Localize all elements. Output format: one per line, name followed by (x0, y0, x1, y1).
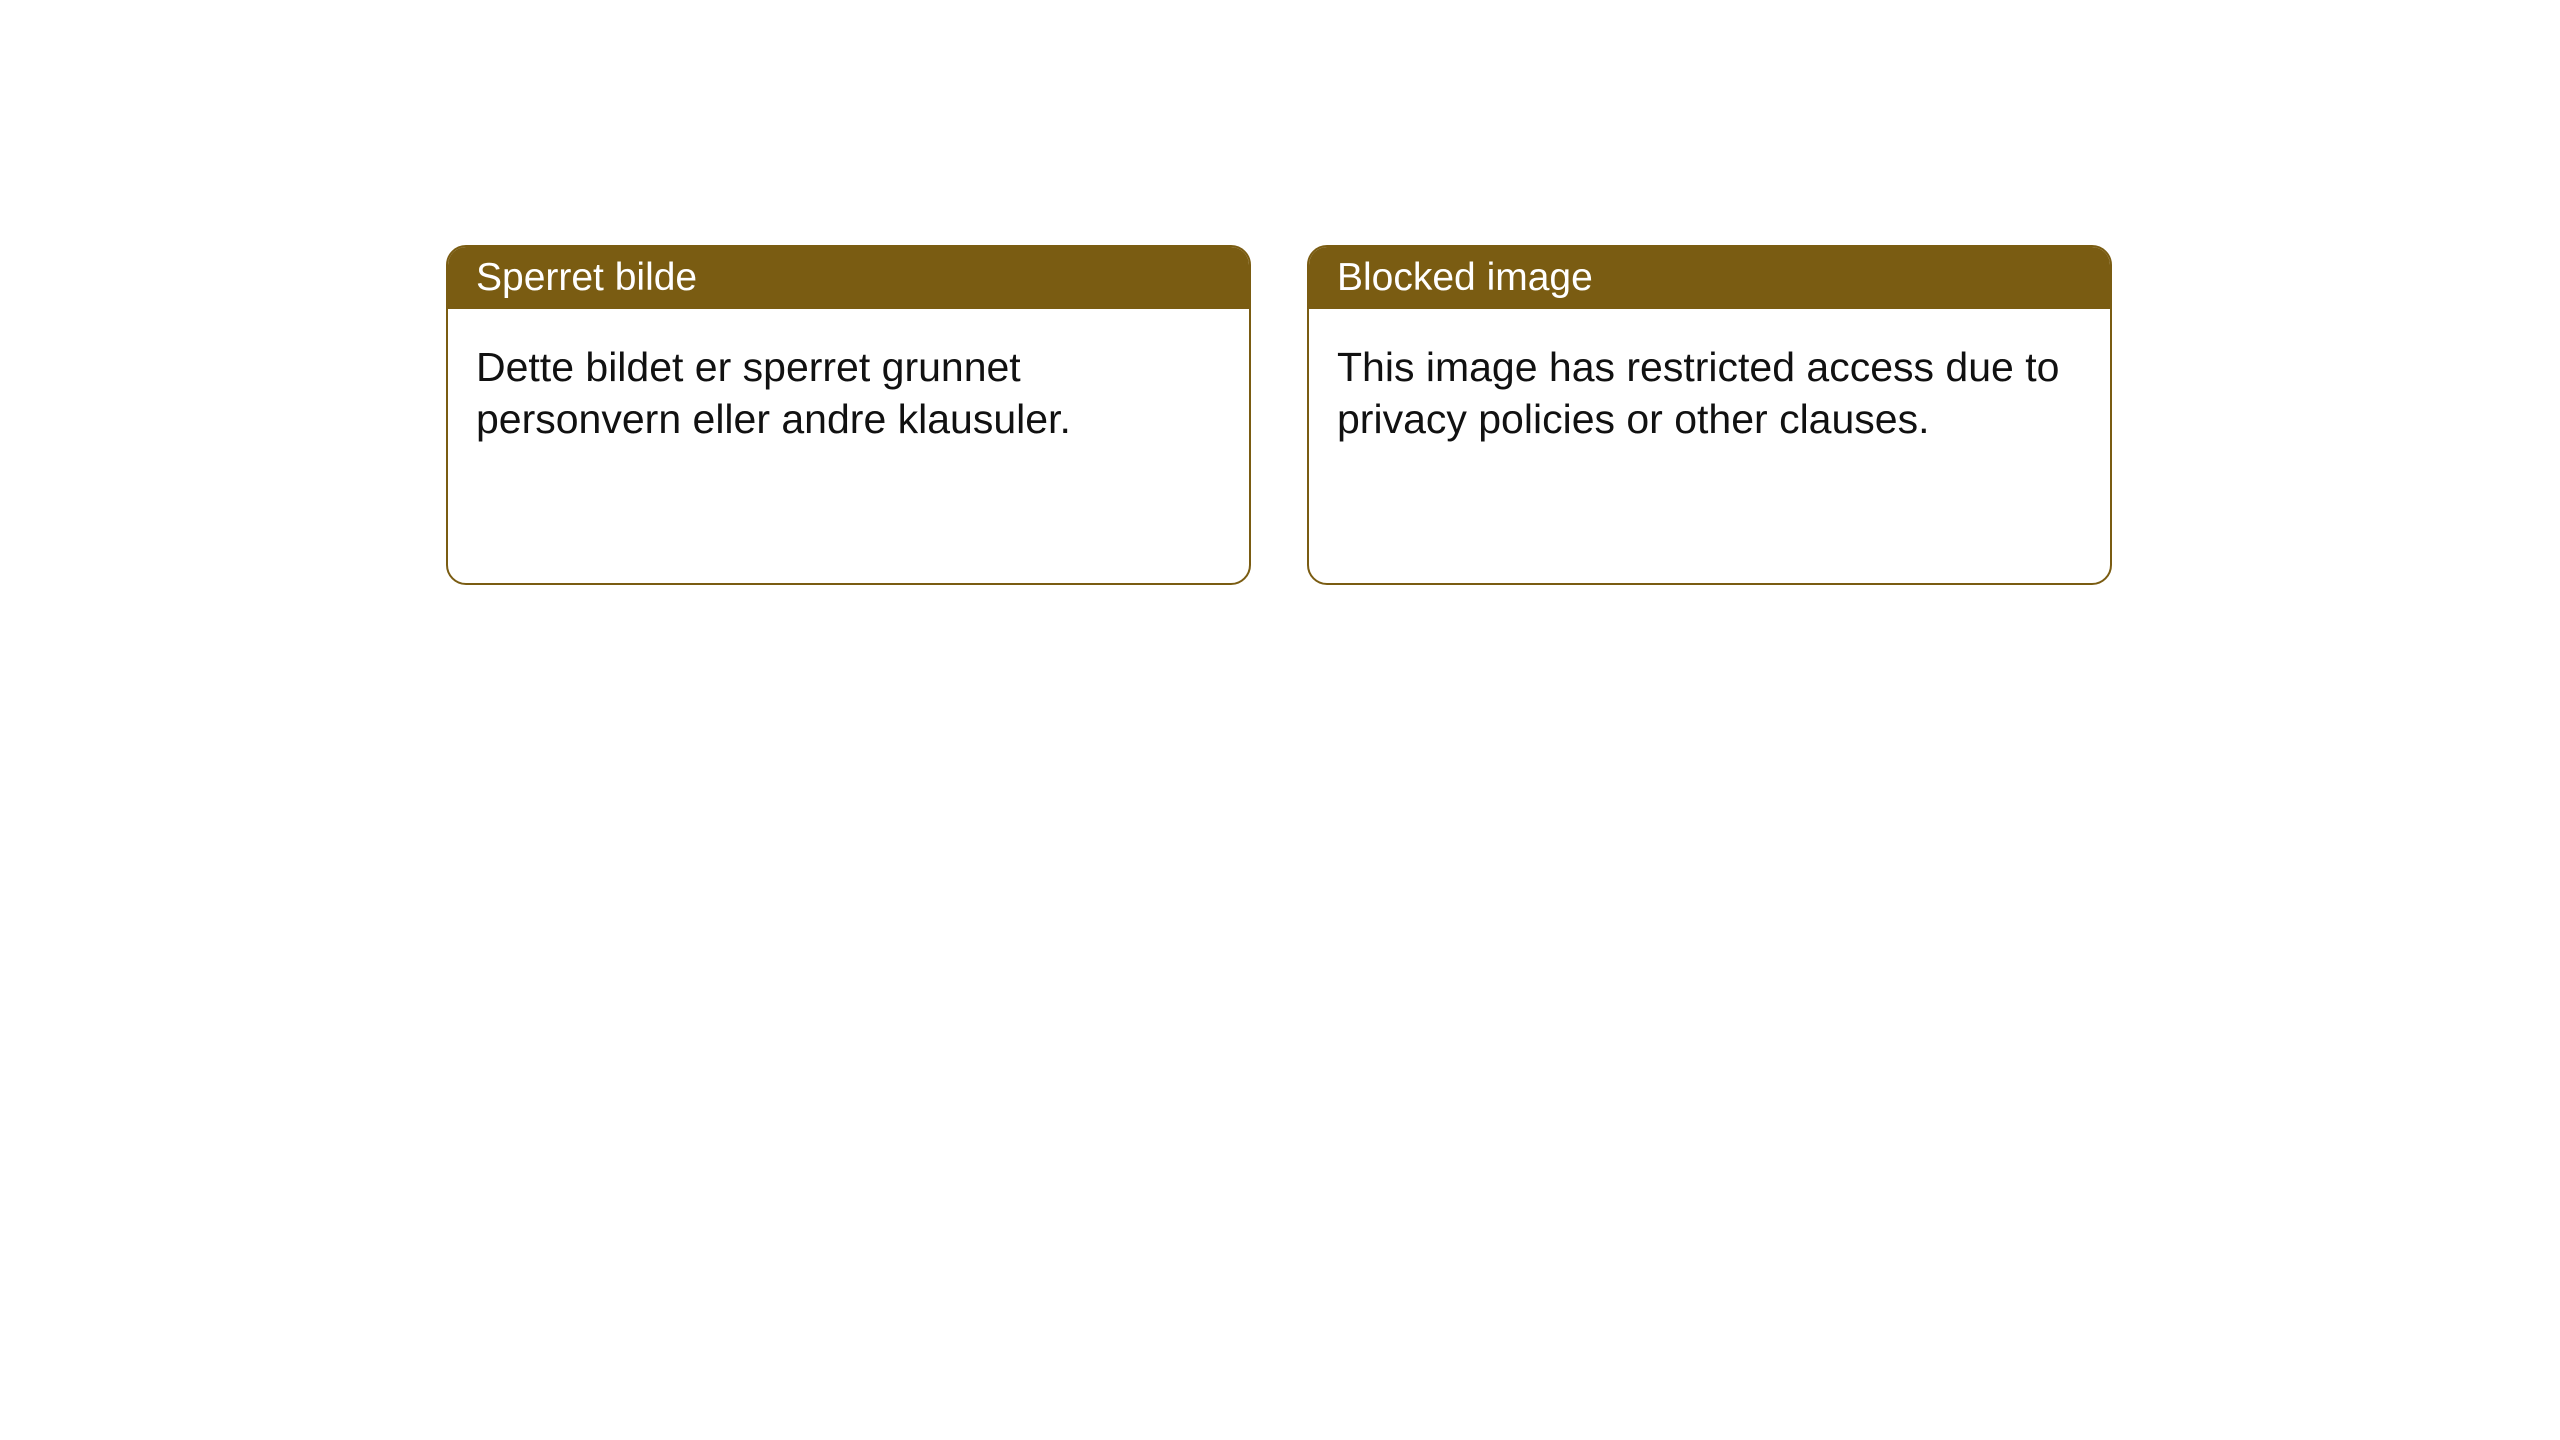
notice-card-container: Sperret bilde Dette bildet er sperret gr… (446, 245, 2112, 585)
notice-card-text: Dette bildet er sperret grunnet personve… (476, 344, 1071, 442)
notice-card-header: Blocked image (1309, 247, 2110, 309)
notice-card-body: Dette bildet er sperret grunnet personve… (448, 309, 1249, 477)
notice-card-english: Blocked image This image has restricted … (1307, 245, 2112, 585)
notice-card-body: This image has restricted access due to … (1309, 309, 2110, 477)
notice-card-text: This image has restricted access due to … (1337, 344, 2059, 442)
notice-card-norwegian: Sperret bilde Dette bildet er sperret gr… (446, 245, 1251, 585)
notice-card-title: Sperret bilde (476, 256, 697, 300)
notice-card-title: Blocked image (1337, 256, 1593, 300)
notice-card-header: Sperret bilde (448, 247, 1249, 309)
